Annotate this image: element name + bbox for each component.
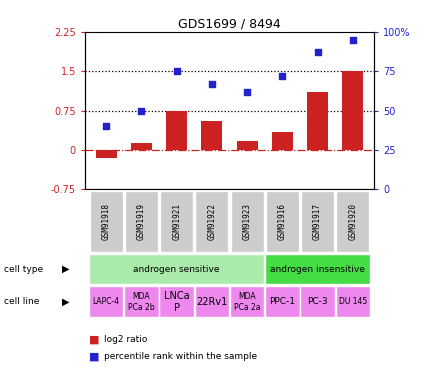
FancyBboxPatch shape	[159, 286, 194, 317]
Bar	[237, 141, 258, 150]
Text: PPC-1: PPC-1	[269, 297, 295, 306]
Text: GSM91920: GSM91920	[348, 203, 357, 240]
FancyBboxPatch shape	[125, 190, 158, 252]
FancyBboxPatch shape	[301, 190, 334, 252]
Point	[138, 108, 145, 114]
Title: GDS1699 / 8494: GDS1699 / 8494	[178, 18, 281, 31]
Bar	[272, 132, 293, 150]
FancyBboxPatch shape	[265, 254, 370, 284]
FancyBboxPatch shape	[300, 286, 335, 317]
Point	[103, 123, 110, 129]
Point	[279, 73, 286, 79]
FancyBboxPatch shape	[336, 286, 370, 317]
Text: GSM91921: GSM91921	[172, 203, 181, 240]
FancyBboxPatch shape	[265, 286, 300, 317]
FancyBboxPatch shape	[90, 190, 123, 252]
Text: GSM91919: GSM91919	[137, 203, 146, 240]
Point	[173, 68, 180, 74]
Bar	[96, 150, 117, 158]
FancyBboxPatch shape	[266, 190, 299, 252]
Text: ■: ■	[89, 334, 100, 344]
Text: PC-3: PC-3	[307, 297, 328, 306]
Text: MDA
PCa 2b: MDA PCa 2b	[128, 292, 155, 312]
Text: DU 145: DU 145	[339, 297, 367, 306]
Text: GSM91916: GSM91916	[278, 203, 287, 240]
Point	[314, 50, 321, 55]
Text: cell line: cell line	[4, 297, 40, 306]
Point	[244, 89, 250, 95]
Text: LAPC-4: LAPC-4	[93, 297, 120, 306]
Text: MDA
PCa 2a: MDA PCa 2a	[234, 292, 261, 312]
FancyBboxPatch shape	[89, 286, 123, 317]
Text: ■: ■	[89, 351, 100, 361]
Bar	[201, 121, 222, 150]
Point	[349, 37, 356, 43]
Bar	[166, 111, 187, 150]
Text: GSM91923: GSM91923	[243, 203, 252, 240]
FancyBboxPatch shape	[196, 190, 229, 252]
Text: androgen sensitive: androgen sensitive	[133, 265, 220, 274]
Text: log2 ratio: log2 ratio	[104, 335, 147, 344]
Text: 22Rv1: 22Rv1	[196, 297, 227, 307]
FancyBboxPatch shape	[89, 254, 264, 284]
Text: cell type: cell type	[4, 265, 43, 274]
Bar	[131, 143, 152, 150]
Text: GSM91918: GSM91918	[102, 203, 111, 240]
Bar	[342, 71, 363, 150]
FancyBboxPatch shape	[160, 190, 193, 252]
Bar	[307, 92, 328, 150]
Text: ▶: ▶	[62, 297, 70, 307]
Text: ▶: ▶	[62, 264, 70, 274]
Text: GSM91922: GSM91922	[207, 203, 216, 240]
FancyBboxPatch shape	[124, 286, 159, 317]
Point	[209, 81, 215, 87]
Text: percentile rank within the sample: percentile rank within the sample	[104, 352, 257, 361]
FancyBboxPatch shape	[195, 286, 229, 317]
Text: androgen insensitive: androgen insensitive	[270, 265, 365, 274]
FancyBboxPatch shape	[230, 190, 264, 252]
FancyBboxPatch shape	[230, 286, 264, 317]
FancyBboxPatch shape	[336, 190, 369, 252]
Text: LNCa
P: LNCa P	[164, 291, 190, 313]
Text: GSM91917: GSM91917	[313, 203, 322, 240]
